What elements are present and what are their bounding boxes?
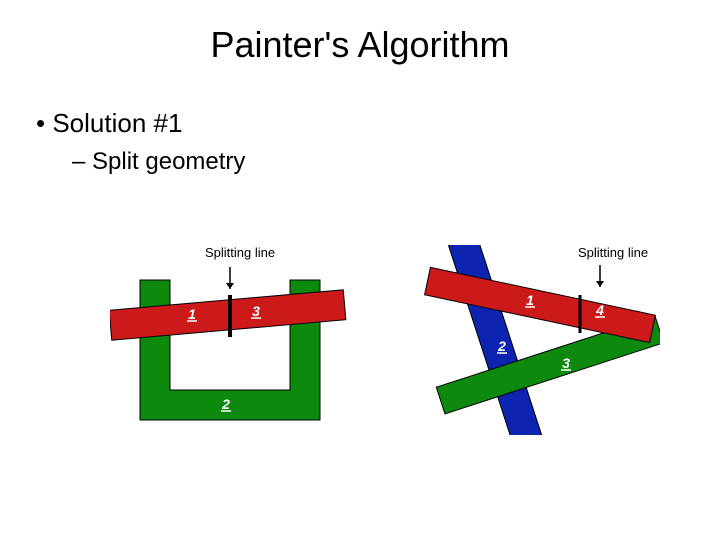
bullet-split-geometry: Split geometry	[72, 148, 245, 176]
splitting-line-label: Splitting line	[578, 245, 648, 260]
svg-text:2: 2	[221, 396, 230, 412]
diagram-left: Splitting line 1 3 2	[110, 245, 350, 435]
diagram-right: Splitting line 1 4 2 3	[400, 245, 660, 435]
svg-text:2: 2	[497, 338, 506, 354]
svg-text:3: 3	[252, 303, 260, 319]
svg-text:1: 1	[188, 306, 196, 322]
red-bar	[425, 267, 656, 342]
bullet-solution: Solution #1	[36, 108, 182, 139]
slide-title: Painter's Algorithm	[0, 24, 720, 66]
svg-text:4: 4	[595, 302, 604, 318]
splitting-line-label: Splitting line	[205, 245, 275, 260]
svg-text:3: 3	[562, 355, 570, 371]
svg-text:1: 1	[526, 292, 534, 308]
